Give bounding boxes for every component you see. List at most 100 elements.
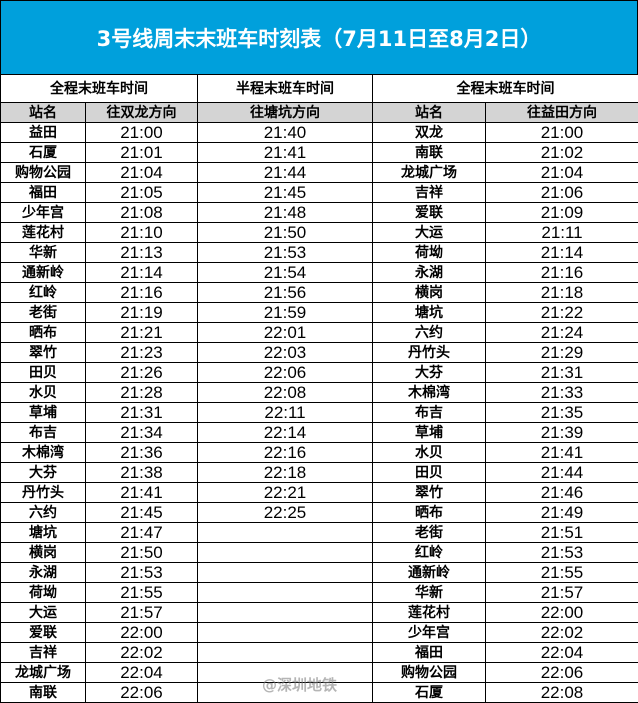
time-to-shuanglong: 21:45: [85, 502, 198, 523]
station-name: 翠竹: [0, 342, 86, 363]
time-to-tangkeng: [197, 622, 373, 643]
station-name: 布吉: [372, 402, 486, 423]
station-header-2: 站名: [372, 102, 486, 123]
station-name: 福田: [0, 182, 86, 203]
table-row: 塘坑 21:47 老街 21:51: [0, 522, 638, 543]
table-row: 丹竹头 21:41 22:21 翠竹 21:46: [0, 482, 638, 503]
time-to-tangkeng: [197, 602, 373, 623]
station-name: 福田: [372, 642, 486, 663]
station-name: 六约: [372, 322, 486, 343]
time-to-shuanglong: 21:55: [85, 582, 198, 603]
station-name: 水贝: [0, 382, 86, 403]
table-row: 草埔 21:31 22:11 布吉 21:35: [0, 402, 638, 423]
station-name: 草埔: [372, 422, 486, 443]
time-to-yitian: 21:04: [485, 162, 638, 183]
station-name: 翠竹: [372, 482, 486, 503]
time-to-shuanglong: 21:00: [85, 122, 198, 143]
half-route-header: 半程末班车时间: [197, 74, 373, 103]
table-row: 六约 21:45 22:25 晒布 21:49: [0, 502, 638, 523]
table-row: 荷坳 21:55 华新 21:57: [0, 582, 638, 603]
time-to-yitian: 21:00: [485, 122, 638, 143]
direction-header-shuanglong: 往双龙方向: [85, 102, 198, 123]
time-to-yitian: 21:35: [485, 402, 638, 423]
page-title: 3号线周末末班车时刻表（7月11日至8月2日）: [0, 0, 638, 74]
station-name: 双龙: [372, 122, 486, 143]
time-to-tangkeng: 21:53: [197, 242, 373, 263]
time-to-yitian: 21:51: [485, 522, 638, 543]
time-to-shuanglong: 21:05: [85, 182, 198, 203]
station-name: 横岗: [0, 542, 86, 563]
time-to-shuanglong: 21:41: [85, 482, 198, 503]
time-to-shuanglong: 21:28: [85, 382, 198, 403]
time-to-shuanglong: 21:38: [85, 462, 198, 483]
time-to-shuanglong: 21:19: [85, 302, 198, 323]
time-to-tangkeng: 21:48: [197, 202, 373, 223]
time-to-yitian: 21:18: [485, 282, 638, 303]
station-name: 老街: [372, 522, 486, 543]
station-name: 莲花村: [0, 222, 86, 243]
station-name: 少年宫: [0, 202, 86, 223]
time-to-tangkeng: 21:41: [197, 142, 373, 163]
time-to-yitian: 21:11: [485, 222, 638, 243]
time-to-shuanglong: 21:47: [85, 522, 198, 543]
table-row: 老街 21:19 21:59 塘坑 21:22: [0, 302, 638, 323]
station-name: 水贝: [372, 442, 486, 463]
table-row: 大芬 21:38 22:18 田贝 21:44: [0, 462, 638, 483]
direction-header-yitian: 往益田方向: [485, 102, 638, 123]
table-row: 横岗 21:50 红岭 21:53: [0, 542, 638, 563]
station-name: 爱联: [372, 202, 486, 223]
time-to-tangkeng: 21:54: [197, 262, 373, 283]
station-name: 塘坑: [0, 522, 86, 543]
time-to-tangkeng: 21:50: [197, 222, 373, 243]
time-to-yitian: 21:29: [485, 342, 638, 363]
time-to-shuanglong: 21:57: [85, 602, 198, 623]
table-row: 永湖 21:53 通新岭 21:55: [0, 562, 638, 583]
station-name: 晒布: [0, 322, 86, 343]
station-header-1: 站名: [0, 102, 86, 123]
time-to-tangkeng: 21:44: [197, 162, 373, 183]
station-name: 益田: [0, 122, 86, 143]
station-name: 晒布: [372, 502, 486, 523]
station-name: 永湖: [0, 562, 86, 583]
table-row: 田贝 21:26 22:06 大芬 21:31: [0, 362, 638, 383]
time-to-yitian: 21:31: [485, 362, 638, 383]
time-to-shuanglong: 21:10: [85, 222, 198, 243]
time-to-shuanglong: 21:14: [85, 262, 198, 283]
time-to-shuanglong: 21:13: [85, 242, 198, 263]
station-name: 南联: [372, 142, 486, 163]
station-name: 木棉湾: [0, 442, 86, 463]
time-to-tangkeng: [197, 562, 373, 583]
time-to-tangkeng: 22:18: [197, 462, 373, 483]
station-name: 吉祥: [372, 182, 486, 203]
time-to-yitian: 21:02: [485, 142, 638, 163]
time-to-yitian: 21:46: [485, 482, 638, 503]
time-to-yitian: 21:41: [485, 442, 638, 463]
station-name: 龙城广场: [372, 162, 486, 183]
watermark: @深圳地铁: [262, 676, 338, 694]
time-to-shuanglong: 22:04: [85, 662, 198, 683]
full-route-header-2: 全程末班车时间: [372, 74, 638, 103]
table-row: 布吉 21:34 22:14 草埔 21:39: [0, 422, 638, 443]
station-name: 布吉: [0, 422, 86, 443]
table-row: 华新 21:13 21:53 荷坳 21:14: [0, 242, 638, 263]
time-to-yitian: 21:14: [485, 242, 638, 263]
station-name: 丹竹头: [372, 342, 486, 363]
station-name: 华新: [0, 242, 86, 263]
time-to-yitian: 21:39: [485, 422, 638, 443]
time-to-shuanglong: 21:16: [85, 282, 198, 303]
time-to-tangkeng: 22:03: [197, 342, 373, 363]
station-name: 少年宫: [372, 622, 486, 643]
station-name: 草埔: [0, 402, 86, 423]
time-to-shuanglong: 21:50: [85, 542, 198, 563]
station-name: 大运: [372, 222, 486, 243]
table-row: 莲花村 21:10 21:50 大运 21:11: [0, 222, 638, 243]
time-to-tangkeng: 21:59: [197, 302, 373, 323]
station-name: 大芬: [372, 362, 486, 383]
station-name: 华新: [372, 582, 486, 603]
time-to-shuanglong: 21:08: [85, 202, 198, 223]
table-row: 大运 21:57 莲花村 22:00: [0, 602, 638, 623]
table-row: 福田 21:05 21:45 吉祥 21:06: [0, 182, 638, 203]
station-name: 六约: [0, 502, 86, 523]
station-name: 爱联: [0, 622, 86, 643]
time-to-tangkeng: 22:21: [197, 482, 373, 503]
